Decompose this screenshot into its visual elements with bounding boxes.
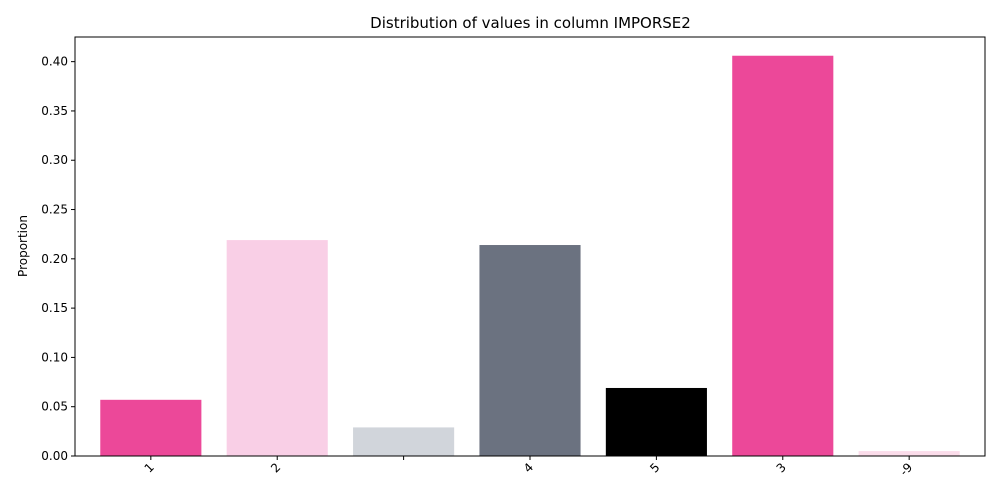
bars-group — [100, 55, 960, 457]
bar-blank — [353, 427, 455, 456]
y-tick-label: 0.35 — [41, 104, 68, 118]
bar-5 — [605, 387, 707, 456]
x-tick-label: 2 — [268, 460, 283, 475]
y-tick-label: 0.15 — [41, 301, 68, 315]
bar-2 — [226, 240, 328, 456]
x-tick-label: -9 — [897, 460, 915, 478]
y-tick-label: 0.25 — [41, 203, 68, 217]
bar-4 — [479, 245, 581, 456]
x-tick-label: 3 — [774, 460, 789, 475]
y-tick-label: 0.30 — [41, 153, 68, 167]
chart-title: Distribution of values in column IMPORSE… — [370, 14, 691, 32]
y-tick-label: 0.10 — [41, 350, 68, 364]
bar-1 — [100, 399, 202, 456]
x-tick-label: 5 — [647, 460, 662, 475]
x-axis: 1 2 4 5 3 -9 — [142, 456, 915, 479]
bar-3 — [732, 55, 834, 457]
y-axis-label: Proportion — [16, 215, 30, 277]
x-tick-label: 1 — [142, 460, 157, 475]
y-tick-label: 0.00 — [41, 449, 68, 463]
y-axis: 0.00 0.05 0.10 0.15 0.20 0.25 0.30 0.35 0.40 — [41, 55, 75, 463]
y-tick-label: 0.20 — [41, 252, 68, 266]
y-tick-label: 0.05 — [41, 400, 68, 414]
bar--9 — [858, 451, 960, 456]
x-tick-label: 4 — [521, 460, 536, 475]
y-tick-label: 0.40 — [41, 55, 68, 69]
plot-frame — [74, 36, 986, 457]
